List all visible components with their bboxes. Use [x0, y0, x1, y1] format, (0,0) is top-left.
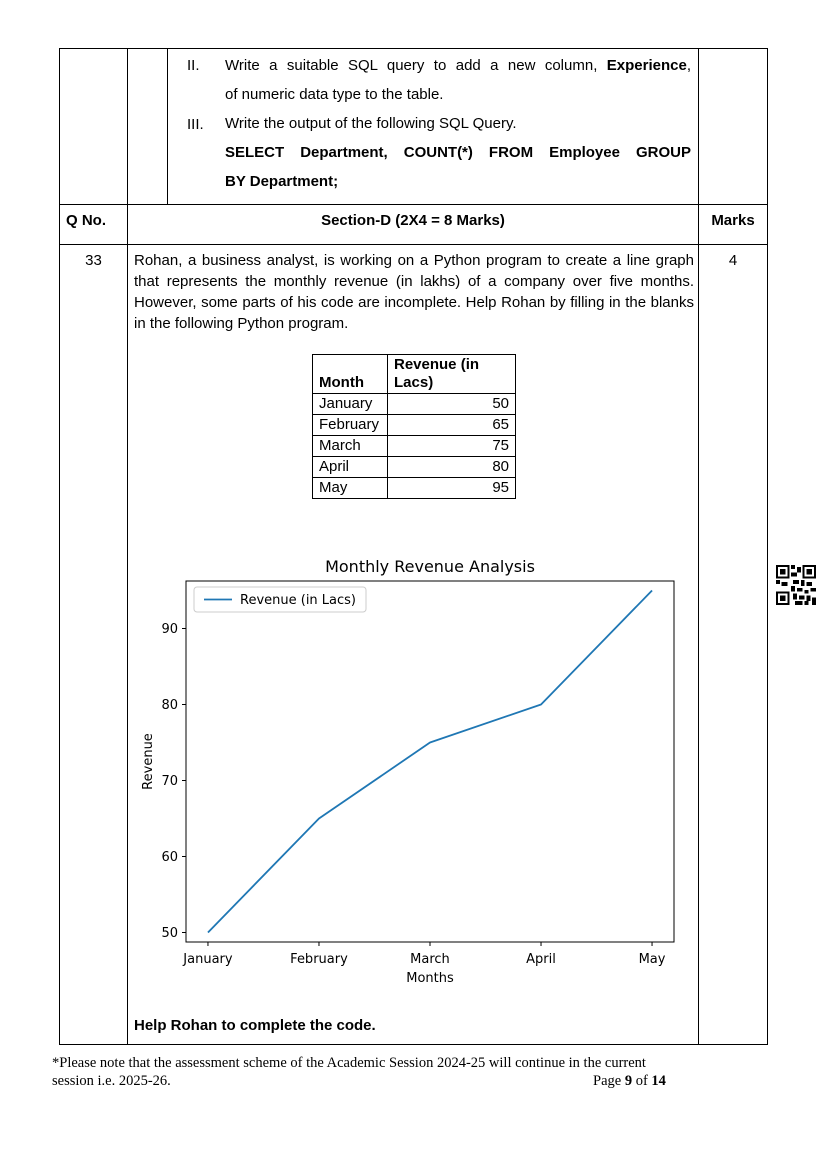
- question-number: 33: [85, 252, 102, 269]
- frame-bottom: [59, 1044, 768, 1045]
- y-tick-label: 70: [161, 774, 178, 789]
- sql-query-line1: SELECT Department, COUNT(*) FROM Employe…: [225, 144, 691, 161]
- cell-revenue: 95: [387, 477, 516, 499]
- table-row: January 50: [312, 393, 516, 415]
- question-part-3: Write the output of the following SQL Qu…: [225, 109, 691, 196]
- col-header-revenue: Revenue (in Lacs): [387, 354, 516, 394]
- col-divider-1: [127, 48, 128, 1045]
- x-tick-label: January: [182, 952, 233, 967]
- frame-left: [59, 48, 60, 1045]
- table-header-row: Month Revenue (in Lacs): [312, 354, 516, 394]
- series-line: [207, 589, 653, 934]
- cell-revenue: 80: [387, 456, 516, 478]
- cell-month: January: [312, 393, 388, 415]
- col-divider-inner: [167, 48, 168, 204]
- table-row: March 75: [312, 435, 516, 457]
- x-axis-label: Months: [406, 971, 454, 986]
- question-part-2: Write a suitable SQL query to add a new …: [225, 51, 691, 109]
- part2-comma: ,: [686, 57, 691, 74]
- y-axis-label: Revenue: [141, 733, 156, 790]
- closing-instruction: Help Rohan to complete the code.: [134, 1017, 376, 1034]
- part-numeral: II.: [187, 57, 200, 74]
- col-header-month: Month: [312, 354, 388, 394]
- y-tick-label: 90: [161, 622, 178, 637]
- y-tick-label: 80: [161, 698, 178, 713]
- table-row: April 80: [312, 456, 516, 478]
- legend-box: [193, 586, 367, 613]
- table-row: May 95: [312, 477, 516, 499]
- question-marks: 4: [728, 252, 738, 269]
- page-number: Page 9 of 14: [593, 1073, 666, 1089]
- table-row: February 65: [312, 414, 516, 436]
- sql-query-line2: BY Department;: [225, 173, 339, 190]
- part2-line2: of numeric data type to the table.: [225, 86, 444, 103]
- frame-right: [767, 48, 768, 1045]
- part2-text: Write a suitable SQL query to add a new …: [225, 57, 607, 74]
- y-tick-label: 60: [161, 850, 178, 865]
- col-divider-marks: [698, 48, 699, 1045]
- section-title: Section-D (2X4 = 8 Marks): [321, 212, 505, 229]
- cell-month: May: [312, 477, 388, 499]
- qno-header: Q No.: [66, 212, 106, 229]
- part2-bold: Experience: [606, 57, 687, 74]
- chart-title: Monthly Revenue Analysis: [325, 557, 535, 576]
- part3-text: Write the output of the following SQL Qu…: [225, 115, 517, 132]
- qr-code-icon: [776, 565, 816, 605]
- cell-revenue: 50: [387, 393, 516, 415]
- x-tick-label: February: [290, 952, 348, 967]
- x-tick-label: March: [410, 952, 450, 967]
- cell-revenue: 75: [387, 435, 516, 457]
- question-text: Rohan, a business analyst, is working on…: [134, 252, 694, 332]
- frame-top: [59, 48, 768, 49]
- x-tick-label: May: [639, 952, 666, 967]
- row-divider-header-bottom: [59, 244, 768, 245]
- revenue-table: Month Revenue (in Lacs) January 50 Febru…: [312, 354, 516, 499]
- cell-month: February: [312, 414, 388, 436]
- footer-note: *Please note that the assessment scheme …: [52, 1054, 742, 1090]
- cell-month: March: [312, 435, 388, 457]
- row-divider-header-top: [59, 204, 768, 205]
- y-tick-label: 50: [161, 926, 178, 941]
- x-tick-label: April: [526, 952, 556, 967]
- legend-label: Revenue (in Lacs): [240, 593, 356, 608]
- plot-area: [185, 580, 675, 943]
- cell-month: April: [312, 456, 388, 478]
- part-numeral: III.: [187, 116, 204, 133]
- footer-note-line2: session i.e. 2025-26.: [52, 1073, 171, 1089]
- footer-note-line1: *Please note that the assessment scheme …: [52, 1055, 646, 1071]
- marks-header: Marks: [711, 212, 755, 229]
- cell-revenue: 65: [387, 414, 516, 436]
